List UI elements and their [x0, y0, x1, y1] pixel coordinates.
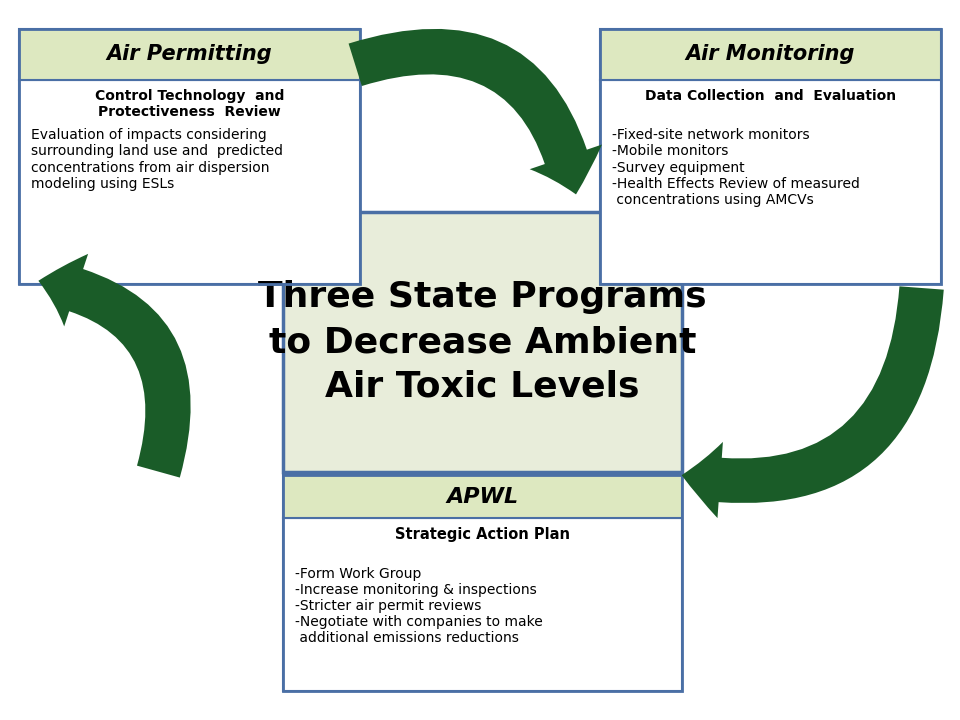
- FancyBboxPatch shape: [19, 29, 360, 80]
- Text: Strategic Action Plan: Strategic Action Plan: [395, 527, 570, 542]
- Text: Air Monitoring: Air Monitoring: [685, 45, 855, 64]
- FancyBboxPatch shape: [600, 29, 941, 80]
- FancyArrowPatch shape: [682, 287, 944, 518]
- Text: Data Collection  and  Evaluation: Data Collection and Evaluation: [645, 89, 896, 102]
- FancyBboxPatch shape: [19, 80, 360, 284]
- Text: Control Technology  and
Protectiveness  Review: Control Technology and Protectiveness Re…: [95, 89, 284, 119]
- FancyBboxPatch shape: [600, 80, 941, 284]
- Text: -Form Work Group
-Increase monitoring & inspections
-Stricter air permit reviews: -Form Work Group -Increase monitoring & …: [295, 567, 542, 645]
- Text: Evaluation of impacts considering
surrounding land use and  predicted
concentrat: Evaluation of impacts considering surrou…: [31, 128, 283, 191]
- Text: APWL: APWL: [446, 487, 518, 507]
- FancyBboxPatch shape: [283, 518, 682, 691]
- FancyBboxPatch shape: [283, 212, 682, 472]
- FancyArrowPatch shape: [38, 254, 191, 477]
- FancyBboxPatch shape: [283, 475, 682, 518]
- Text: Three State Programs
to Decrease Ambient
Air Toxic Levels: Three State Programs to Decrease Ambient…: [258, 280, 707, 404]
- Text: -Fixed-site network monitors
-Mobile monitors
-Survey equipment
-Health Effects : -Fixed-site network monitors -Mobile mon…: [612, 128, 859, 207]
- FancyArrowPatch shape: [348, 29, 602, 194]
- Text: Air Permitting: Air Permitting: [107, 45, 273, 64]
